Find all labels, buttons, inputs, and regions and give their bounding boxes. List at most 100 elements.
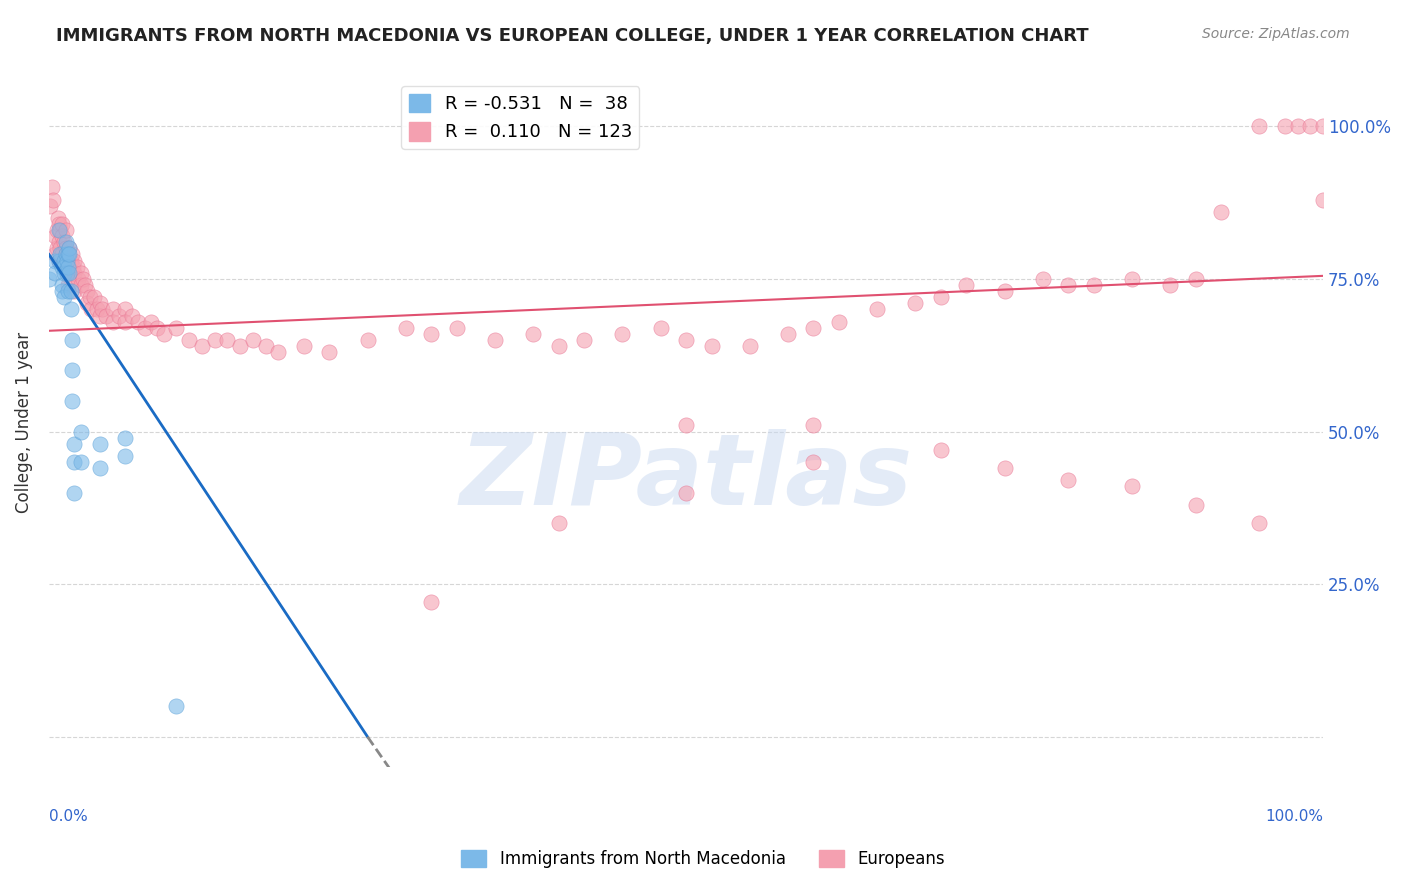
Point [60, 247, 83, 261]
Point [114, 315, 136, 329]
Point [1249, 120, 1271, 134]
Point [63, 253, 86, 268]
Point [114, 449, 136, 463]
Point [59, 253, 82, 268]
Point [1299, 120, 1322, 134]
Point [1211, 204, 1233, 219]
Point [1312, 193, 1334, 207]
Text: 100.0%: 100.0% [1265, 809, 1323, 823]
Point [73, 278, 96, 293]
Point [53, 235, 76, 250]
Point [55, 247, 77, 261]
Point [63, 284, 86, 298]
Point [51, 247, 73, 261]
Point [547, 516, 569, 530]
Point [1249, 516, 1271, 530]
Point [204, 333, 226, 347]
Point [217, 333, 239, 347]
Point [139, 315, 162, 329]
Point [41, 180, 63, 194]
Point [254, 339, 277, 353]
Point [994, 461, 1017, 475]
Point [58, 241, 80, 255]
Point [79, 290, 101, 304]
Point [56, 260, 79, 274]
Point [51, 284, 73, 298]
Point [69, 455, 91, 469]
Point [55, 241, 77, 255]
Text: IMMIGRANTS FROM NORTH MACEDONIA VS EUROPEAN COLLEGE, UNDER 1 YEAR CORRELATION CH: IMMIGRANTS FROM NORTH MACEDONIA VS EUROP… [56, 27, 1088, 45]
Point [572, 333, 595, 347]
Point [108, 309, 131, 323]
Point [420, 326, 443, 341]
Point [56, 266, 79, 280]
Point [1057, 278, 1080, 293]
Point [45, 241, 67, 255]
Point [121, 309, 143, 323]
Point [60, 333, 83, 347]
Point [72, 272, 94, 286]
Point [803, 455, 825, 469]
Point [83, 290, 105, 304]
Point [1286, 120, 1309, 134]
Point [48, 217, 70, 231]
Point [1121, 479, 1143, 493]
Point [127, 315, 149, 329]
Point [48, 253, 70, 268]
Point [522, 326, 544, 341]
Point [53, 253, 76, 268]
Point [59, 302, 82, 317]
Point [395, 320, 418, 334]
Point [1184, 272, 1206, 286]
Point [1312, 120, 1334, 134]
Text: Source: ZipAtlas.com: Source: ZipAtlas.com [1202, 27, 1350, 41]
Point [86, 302, 108, 317]
Point [49, 247, 72, 261]
Point [955, 278, 977, 293]
Point [929, 442, 952, 457]
Point [1083, 278, 1105, 293]
Point [828, 315, 851, 329]
Point [45, 223, 67, 237]
Point [51, 229, 73, 244]
Point [51, 217, 73, 231]
Point [700, 339, 723, 353]
Point [612, 326, 634, 341]
Point [49, 223, 72, 237]
Point [59, 284, 82, 298]
Point [59, 272, 82, 286]
Point [179, 333, 201, 347]
Point [67, 272, 90, 286]
Point [803, 320, 825, 334]
Point [44, 247, 66, 261]
Point [738, 339, 761, 353]
Point [56, 253, 79, 268]
Point [48, 235, 70, 250]
Point [51, 278, 73, 293]
Point [675, 485, 697, 500]
Text: ZIPatlas: ZIPatlas [460, 429, 912, 526]
Point [39, 199, 62, 213]
Point [114, 302, 136, 317]
Point [191, 339, 214, 353]
Point [91, 302, 114, 317]
Point [484, 333, 506, 347]
Point [96, 309, 118, 323]
Point [89, 436, 111, 450]
Point [56, 247, 79, 261]
Legend: R = -0.531   N =  38, R =  0.110   N = 123: R = -0.531 N = 38, R = 0.110 N = 123 [402, 87, 640, 149]
Point [53, 290, 76, 304]
Point [42, 193, 65, 207]
Point [56, 266, 79, 280]
Point [89, 461, 111, 475]
Legend: Immigrants from North Macedonia, Europeans: Immigrants from North Macedonia, Europea… [454, 843, 952, 875]
Point [48, 253, 70, 268]
Point [101, 302, 124, 317]
Point [60, 394, 83, 409]
Point [53, 260, 76, 274]
Point [80, 302, 103, 317]
Point [89, 309, 111, 323]
Point [55, 235, 77, 250]
Point [134, 320, 156, 334]
Point [242, 333, 264, 347]
